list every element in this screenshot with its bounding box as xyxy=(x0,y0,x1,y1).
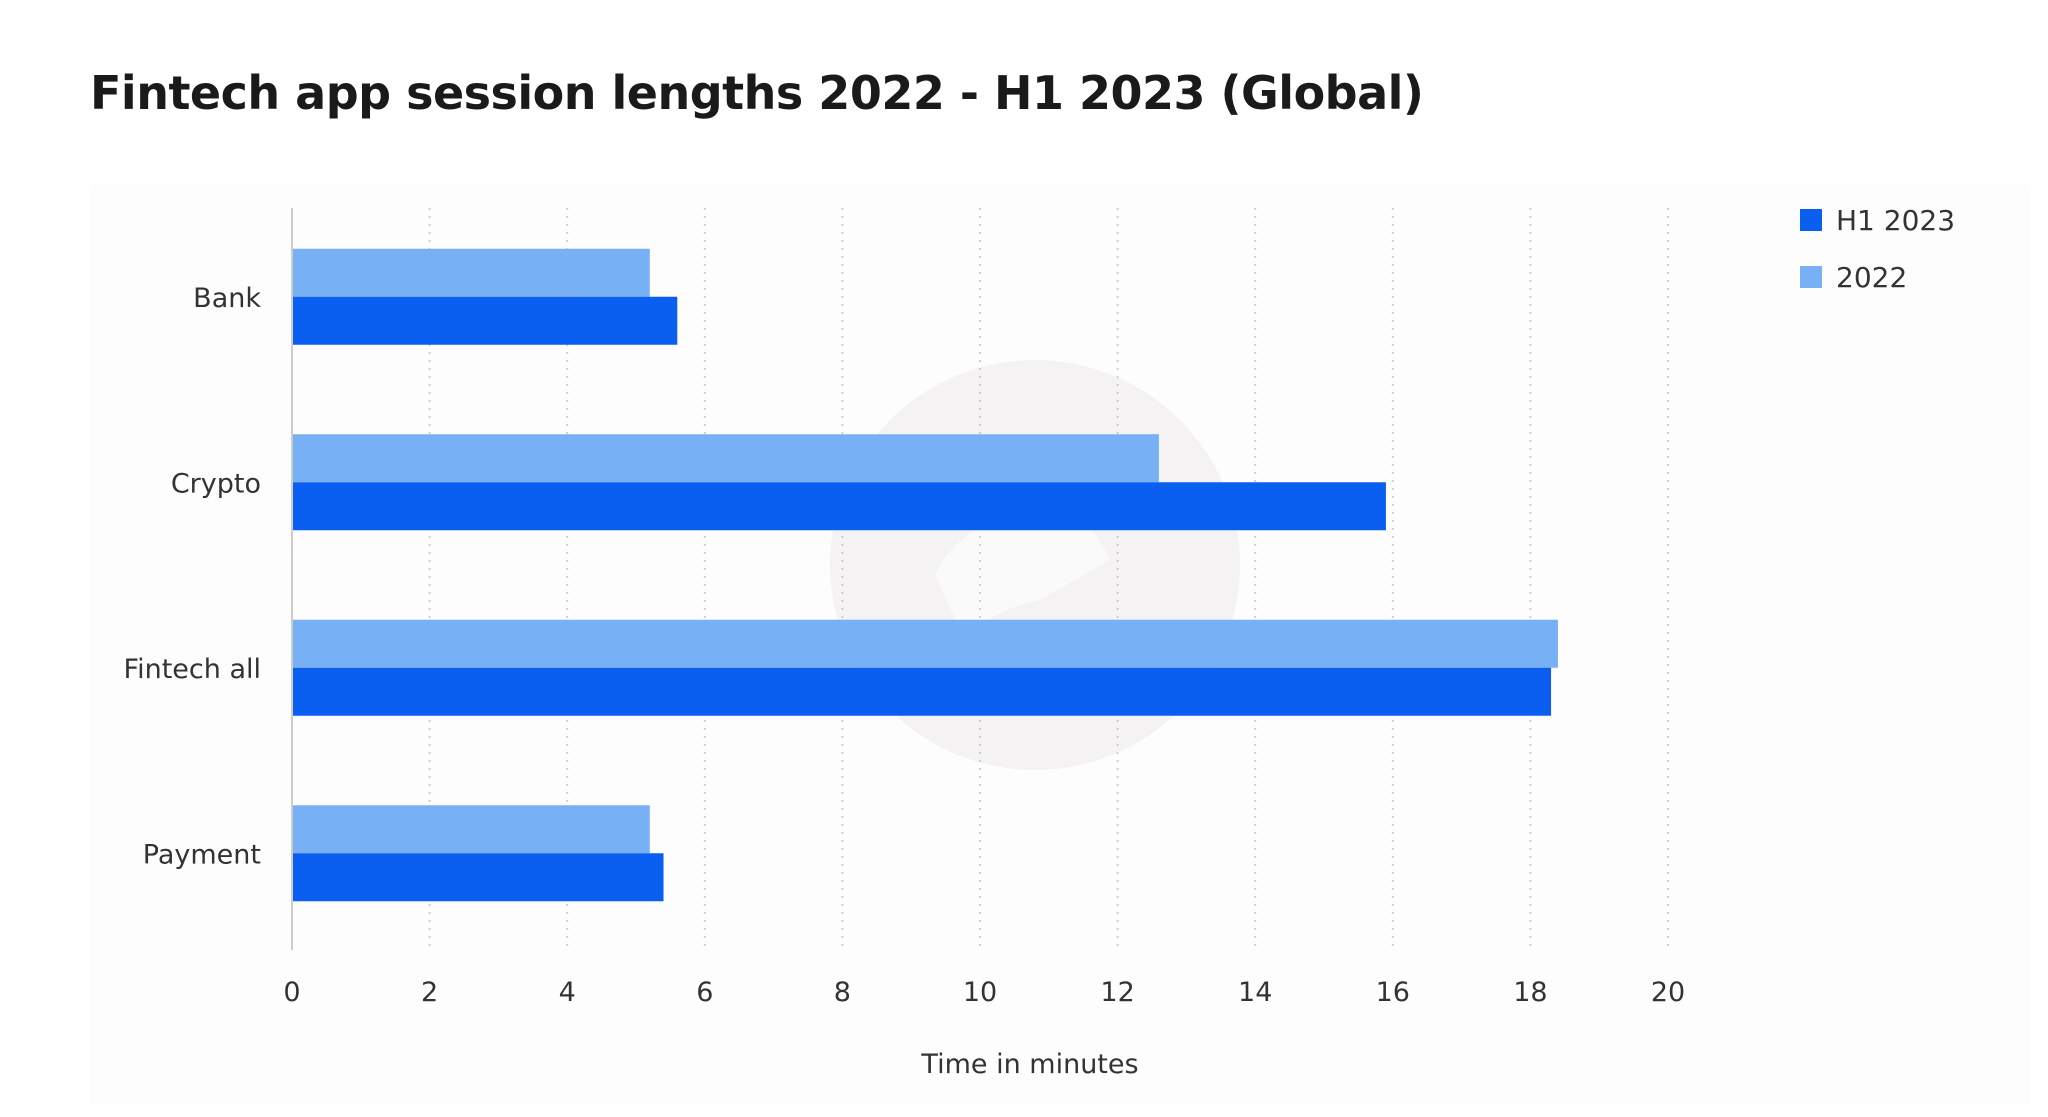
legend: H1 2023 2022 xyxy=(1800,204,1955,294)
category-label: Bank xyxy=(193,283,261,314)
x-tick-label: 16 xyxy=(1376,977,1410,1008)
x-tick-label: 12 xyxy=(1100,977,1134,1008)
x-tick-label: 18 xyxy=(1513,977,1547,1008)
bar-crypto-h1-2023 xyxy=(293,482,1386,531)
x-tick-label: 0 xyxy=(283,977,300,1008)
x-tick-labels: 0 2 4 6 8 10 12 14 16 18 20 xyxy=(283,977,1685,1008)
x-tick-label: 4 xyxy=(559,977,576,1008)
bar-bank-h1-2023 xyxy=(293,296,678,345)
legend-label: 2022 xyxy=(1836,261,1907,294)
bar-payment-2022 xyxy=(293,805,650,854)
x-tick-label: 8 xyxy=(834,977,851,1008)
legend-label: H1 2023 xyxy=(1836,204,1955,237)
x-tick-label: 10 xyxy=(963,977,997,1008)
x-tick-label: 2 xyxy=(421,977,438,1008)
x-tick-label: 20 xyxy=(1651,977,1685,1008)
bar-fintech-all-2022 xyxy=(293,619,1558,668)
x-tick-label: 6 xyxy=(696,977,713,1008)
category-labels: Bank Crypto Fintech all Payment xyxy=(124,283,262,871)
bar-fintech-all-h1-2023 xyxy=(293,667,1552,716)
bar-crypto-2022 xyxy=(293,434,1159,483)
x-axis-title: Time in minutes xyxy=(920,1049,1138,1080)
bar-payment-h1-2023 xyxy=(293,853,664,902)
category-label: Fintech all xyxy=(124,654,261,685)
category-label: Crypto xyxy=(171,468,261,499)
x-tick-label: 14 xyxy=(1238,977,1272,1008)
bar-bank-2022 xyxy=(293,248,650,297)
category-label: Payment xyxy=(143,839,261,870)
bars xyxy=(293,248,1558,902)
legend-swatch xyxy=(1800,209,1822,231)
legend-swatch xyxy=(1800,266,1822,288)
chart-title: Fintech app session lengths 2022 - H1 20… xyxy=(90,66,1424,120)
